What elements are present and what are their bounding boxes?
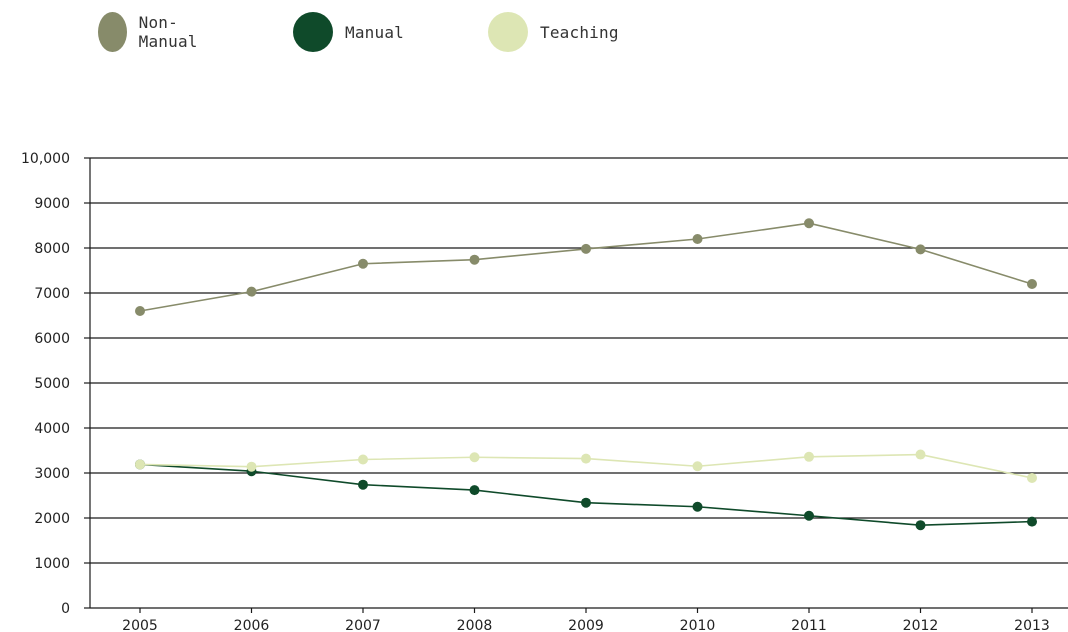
point-teaching <box>246 461 257 472</box>
legend-item-manual: Manual <box>293 12 404 52</box>
point-manual <box>1027 516 1037 527</box>
x-tick-label: 2011 <box>791 618 827 632</box>
point-manual <box>358 479 368 490</box>
x-tick-label: 2008 <box>457 618 493 632</box>
y-tick-label: 10,000 <box>21 151 70 167</box>
legend-item-teaching: Teaching <box>488 12 619 52</box>
y-tick-label: 9000 <box>34 196 70 212</box>
point-non-manual <box>581 243 591 254</box>
point-non-manual <box>692 234 703 244</box>
point-manual <box>692 501 703 512</box>
legend-item-non-manual: Non-Manual <box>98 12 209 52</box>
point-non-manual <box>358 258 368 269</box>
y-tick-label: 2000 <box>34 511 70 527</box>
x-tick-label: 2005 <box>122 618 158 632</box>
x-tick-label: 2006 <box>234 618 270 632</box>
point-non-manual <box>915 244 926 255</box>
legend-label-teaching: Teaching <box>540 22 619 42</box>
point-manual <box>469 485 480 496</box>
y-tick-label: 8000 <box>34 241 70 257</box>
legend-swatch-teaching <box>488 12 528 52</box>
x-tick-label: 2013 <box>1014 618 1050 632</box>
point-non-manual <box>135 306 145 316</box>
point-non-manual <box>1027 279 1037 289</box>
point-manual <box>804 510 814 521</box>
point-non-manual <box>804 218 814 229</box>
series-line-non-manual <box>139 222 1033 312</box>
legend-swatch-manual <box>293 12 333 52</box>
point-teaching <box>469 452 480 463</box>
y-tick-label: 0 <box>61 601 70 617</box>
point-teaching <box>804 451 814 462</box>
point-teaching <box>581 453 591 464</box>
point-teaching <box>135 459 145 470</box>
x-tick-label: 2009 <box>568 618 604 632</box>
point-teaching <box>692 461 703 472</box>
x-tick-label: 2007 <box>345 618 381 632</box>
y-tick-label: 6000 <box>34 331 70 347</box>
point-manual <box>581 497 591 508</box>
legend-label-manual: Manual <box>345 22 404 42</box>
point-non-manual <box>469 254 480 265</box>
point-manual <box>915 520 926 531</box>
point-teaching <box>358 454 368 465</box>
y-tick-label: 4000 <box>34 421 70 437</box>
legend-swatch-non-manual <box>98 12 127 52</box>
legend-label-non-manual: Non-Manual <box>138 13 198 51</box>
point-teaching <box>915 449 926 460</box>
x-tick-label: 2010 <box>680 618 716 632</box>
y-tick-label: 5000 <box>34 376 70 392</box>
x-tick-label: 2012 <box>903 618 939 632</box>
y-tick-label: 3000 <box>34 466 70 482</box>
point-non-manual <box>246 286 257 297</box>
y-tick-label: 7000 <box>34 286 70 302</box>
y-tick-label: 1000 <box>34 556 70 572</box>
point-teaching <box>1027 472 1037 483</box>
